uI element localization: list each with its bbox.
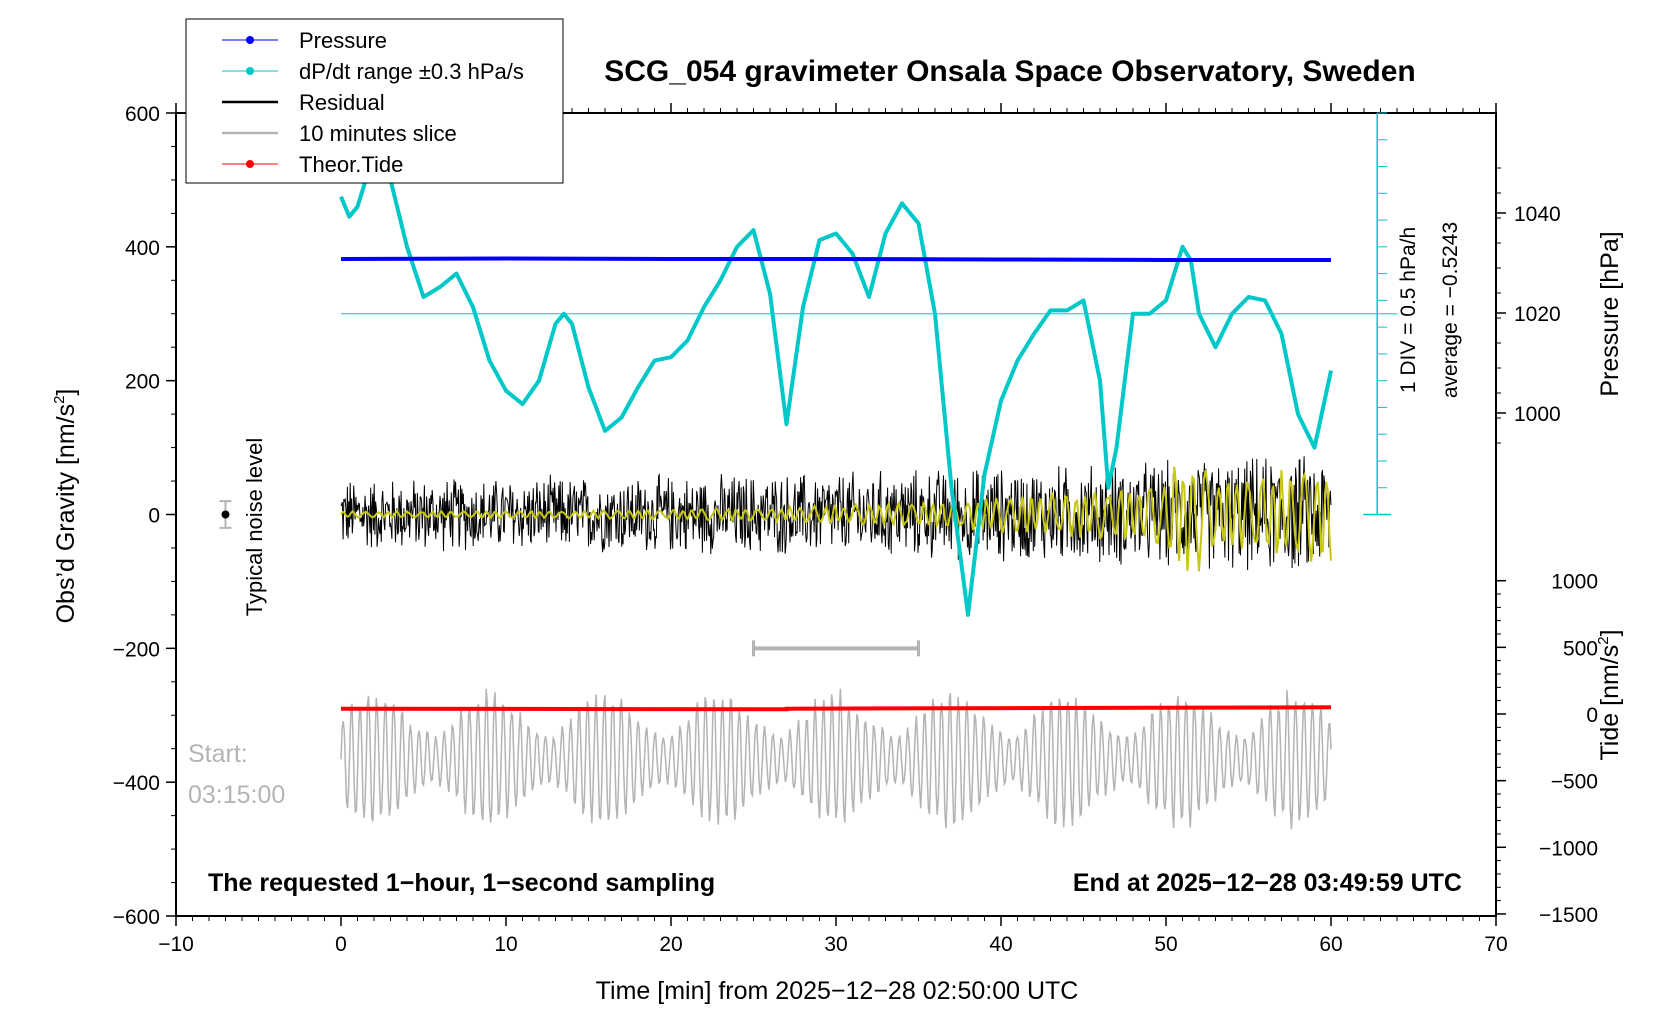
legend: Pressure dP/dt range ±0.3 hPa/s Residual… — [185, 18, 564, 184]
legend-dpdt-marker — [246, 67, 254, 75]
y-axis-label-tide: Tide [nm/s2] — [1595, 629, 1624, 760]
pressure-tick-label: 1040 — [1514, 203, 1561, 226]
y-tick-label: 600 — [125, 103, 160, 126]
residual-line — [340, 456, 1332, 571]
legend-slice-label: 10 minutes slice — [299, 121, 457, 146]
x-tick-label: 60 — [1319, 933, 1342, 956]
x-axis-label: Time [min] from 2025−12−28 02:50:00 UTC — [596, 977, 1079, 1005]
dpdt-line — [339, 151, 1333, 617]
x-tick-label: 20 — [659, 933, 682, 956]
tide-line — [340, 705, 1332, 712]
series-layer — [339, 151, 1333, 830]
y-tick-label: −400 — [113, 772, 160, 795]
legend-residual-label: Residual — [299, 90, 385, 115]
tide-tick-label: −500 — [1551, 771, 1598, 794]
noise-point — [221, 510, 230, 519]
pressure-tick-label: 1020 — [1514, 303, 1561, 326]
pressure-tick-label: 1000 — [1514, 403, 1561, 426]
legend-dpdt-label: dP/dt range ±0.3 hPa/s — [299, 59, 524, 84]
tide-tick-label: 1000 — [1551, 571, 1598, 594]
pressure-line — [340, 256, 1331, 262]
y-tick-label: −600 — [113, 906, 160, 929]
x-tick-label: 0 — [335, 933, 347, 956]
y-axis-label-pressure: Pressure [hPa] — [1596, 231, 1624, 396]
plot-frame-layer: −10 0 10 20 30 40 50 60 706004002000−200−400−600… — [113, 103, 1598, 956]
div-scale-label: 1 DIV = 0.5 hPa/h — [1397, 227, 1420, 393]
y-tick-label: 200 — [125, 371, 160, 394]
start-time: 03:15:00 — [188, 781, 285, 809]
slice-line — [340, 688, 1332, 830]
x-tick-label: 40 — [989, 933, 1012, 956]
legend-tide-marker — [246, 160, 254, 168]
sampling-note: The requested 1−hour, 1−second sampling — [208, 869, 715, 897]
legend-pressure-label: Pressure — [299, 28, 387, 53]
tide-tick-label: 500 — [1563, 637, 1598, 660]
start-label: Start: — [188, 740, 248, 768]
x-tick-label: 50 — [1154, 933, 1177, 956]
y-axis-label-gravity: Obs’d Gravity [nm/s2] — [51, 389, 80, 624]
x-tick-label: −10 — [158, 933, 194, 956]
tide-tick-label: −1000 — [1539, 837, 1598, 860]
x-tick-label: 30 — [824, 933, 847, 956]
end-time-note: End at 2025−12−28 03:49:59 UTC — [1073, 869, 1462, 897]
average-label: average = −0.5243 — [1439, 222, 1462, 398]
y-tick-label: 400 — [125, 237, 160, 260]
y-tick-label: −200 — [113, 638, 160, 661]
chart-title: SCG_054 gravimeter Onsala Space Observat… — [604, 55, 1416, 88]
residual-smoothed-line — [340, 466, 1332, 572]
y-tick-label: 0 — [148, 505, 160, 528]
x-tick-label: 10 — [494, 933, 517, 956]
tide-tick-label: −1500 — [1539, 904, 1598, 927]
legend-pressure-marker — [246, 36, 254, 44]
x-tick-label: 70 — [1484, 933, 1507, 956]
noise-level-label: Typical noise level — [242, 438, 267, 617]
tide-tick-label: 0 — [1586, 704, 1598, 727]
legend-tide-label: Theor.Tide — [299, 152, 403, 177]
